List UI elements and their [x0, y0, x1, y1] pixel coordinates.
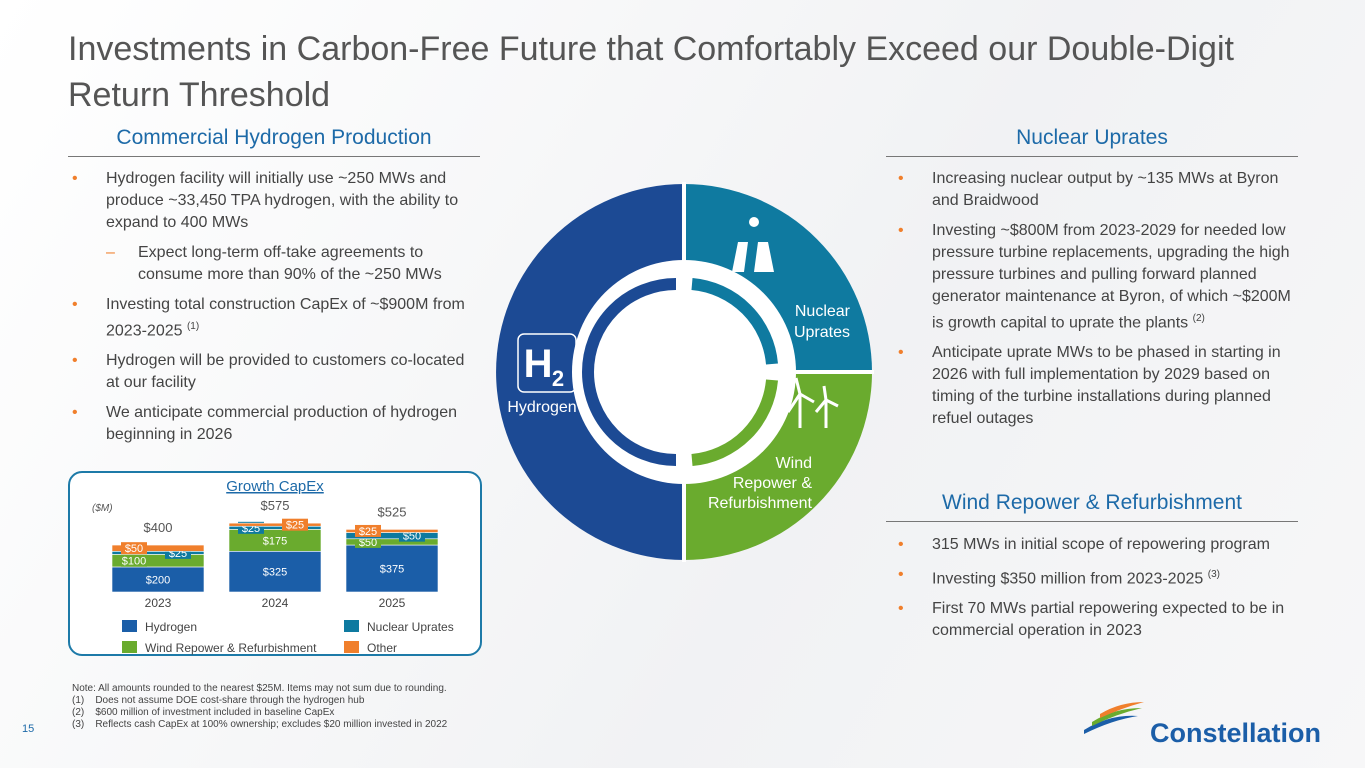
segment-label: Refurbishment [708, 495, 813, 512]
bullet-item: We anticipate commercial production of h… [72, 402, 476, 446]
section-heading: Nuclear Uprates [886, 126, 1298, 157]
bar-segment [228, 522, 322, 527]
arc [691, 379, 778, 466]
sub-bullet: Expect long-term off-take agreements to … [72, 242, 476, 286]
icon-text: H [524, 342, 553, 386]
legend-swatch [122, 620, 137, 632]
legend-label: Nuclear Uprates [367, 620, 454, 634]
footnote-ref: (2) [1192, 313, 1205, 324]
bullet-text: First 70 MWs partial repowering expected… [932, 600, 1285, 640]
bullet-text: Increasing nuclear output by ~135 MWs at… [932, 170, 1279, 209]
footnotes: Note: All amounts rounded to the nearest… [72, 683, 447, 731]
total-label: $400 [144, 520, 173, 535]
footnote-ref: (1) [186, 321, 200, 332]
data-label: $200 [146, 574, 170, 586]
bullet-item: Investing total construction CapEx of ~$… [72, 294, 476, 342]
bullet-item: Hydrogen facility will initially use ~25… [72, 168, 476, 234]
data-label: $100 [122, 556, 146, 568]
logo-swoosh [1084, 715, 1138, 734]
icon-frame [517, 333, 577, 393]
total-label: $575 [261, 498, 290, 513]
logo-text: Constellation [1150, 718, 1321, 748]
unit-label: ($M) [92, 503, 113, 514]
segment-label: Hydrogen [507, 399, 576, 416]
arc [691, 278, 778, 365]
nuclear-icon [732, 217, 774, 272]
data-label: $375 [380, 564, 404, 576]
bullet-item: Investing $350 million from 2023-2025 (3… [898, 564, 1298, 590]
bar-segment [111, 544, 205, 552]
chart: Growth CapEx ($M) 2023$200$100$25$50$400… [92, 478, 454, 655]
data-label-bg [282, 518, 308, 531]
bullet-text: We anticipate commercial production of h… [106, 404, 457, 444]
data-label: $175 [263, 535, 287, 547]
data-label: $25 [359, 526, 377, 538]
logo-swoosh [1100, 702, 1144, 718]
bullet-text: Investing ~$800M from 2023-2029 for need… [932, 222, 1291, 332]
bullet-text: Investing $350 million from 2023-2025 [932, 570, 1204, 588]
bullet-item: Increasing nuclear output by ~135 MWs at… [898, 168, 1298, 212]
segment-label: Nuclear [795, 303, 851, 320]
wind-icon [786, 377, 839, 428]
data-label-bg [121, 554, 147, 567]
logo: Constellation [1084, 702, 1321, 748]
bullet-text: Expect long-term off-take agreements to … [138, 244, 442, 283]
legend-label: Wind Repower & Refurbishment [145, 641, 317, 655]
segment-label: Wind [776, 455, 812, 472]
bullet-text: Anticipate uprate MWs to be phased in st… [932, 344, 1281, 428]
bar-segment [111, 566, 205, 593]
bullet-text: Hydrogen facility will initially use ~25… [106, 170, 459, 231]
bar-segment [345, 529, 439, 533]
footnote-ref: (3) [1207, 569, 1220, 580]
data-label: $25 [286, 520, 304, 532]
note: (2) $600 million of investment included … [72, 707, 335, 718]
bullet-item: 315 MWs in initial scope of repowering p… [898, 534, 1298, 556]
page-number: 15 [22, 723, 35, 735]
bullet-list: 315 MWs in initial scope of repowering p… [898, 534, 1298, 650]
note: (3) Reflects cash CapEx at 100% ownershi… [72, 719, 448, 730]
x-tick-label: 2024 [262, 596, 289, 610]
bullet-item: Anticipate uprate MWs to be phased in st… [898, 342, 1298, 430]
total-label: $525 [378, 504, 407, 519]
bullet-item: First 70 MWs partial repowering expected… [898, 598, 1298, 642]
legend-swatch [344, 620, 359, 632]
segment-label: Uprates [794, 324, 850, 341]
bar-segment [228, 551, 322, 593]
legend-label: Other [367, 641, 397, 655]
bullet-list: Hydrogen facility will initially use ~25… [72, 168, 476, 454]
bullet-text: Investing total construction CapEx of ~$… [106, 296, 465, 340]
legend-label: Hydrogen [145, 620, 197, 634]
segment-diagram: H 2 Hydrogen Nuclear Uprates Wind Repowe… [496, 182, 874, 562]
data-label: $50 [403, 531, 421, 543]
bullet-item: Hydrogen will be provided to customers c… [72, 350, 476, 394]
x-tick-label: 2023 [145, 596, 172, 610]
bullet-item: Investing ~$800M from 2023-2029 for need… [898, 220, 1298, 334]
legend-swatch [122, 641, 137, 653]
data-label: $325 [263, 567, 287, 579]
section-heading: Wind Repower & Refurbishment [886, 491, 1298, 522]
slide-title: Investments in Carbon-Free Future that C… [68, 30, 1234, 114]
section-heading: Commercial Hydrogen Production [68, 126, 480, 157]
bullet-text: 315 MWs in initial scope of repowering p… [932, 536, 1270, 553]
note: Note: All amounts rounded to the nearest… [72, 683, 447, 694]
center [606, 294, 762, 450]
data-label: $50 [359, 537, 377, 549]
data-label: $50 [125, 543, 143, 555]
data-label-bg [355, 524, 381, 537]
arc [582, 278, 677, 466]
bullet-list: Increasing nuclear output by ~135 MWs at… [898, 168, 1298, 438]
note: (1) Does not assume DOE cost-share throu… [72, 695, 365, 706]
chart-title: Growth CapEx [226, 478, 324, 495]
x-tick-label: 2025 [379, 596, 406, 610]
data-label-bg [121, 542, 147, 555]
icon-text: 2 [552, 366, 564, 391]
segment-label: Repower & [733, 475, 812, 492]
bullet-text: Hydrogen will be provided to customers c… [106, 352, 465, 392]
bar-segment [345, 544, 439, 593]
legend-swatch [344, 641, 359, 653]
